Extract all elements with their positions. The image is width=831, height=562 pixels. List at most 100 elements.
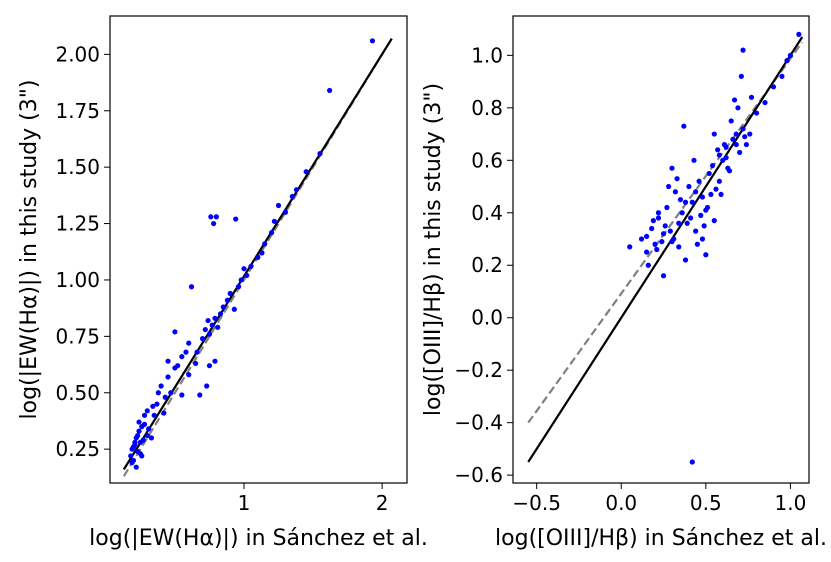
ew-halpha-data-point: [141, 421, 148, 427]
ew-halpha-data-point: [172, 329, 178, 335]
oiii-hbeta-data-point: [725, 165, 731, 171]
oiii-hbeta-data-point: [723, 155, 729, 161]
oiii-hbeta-data-point: [733, 131, 739, 137]
ew-halpha-data-point: [241, 266, 247, 272]
ew-halpha-data-point: [206, 363, 213, 369]
oiii-hbeta-data-point: [660, 231, 667, 237]
oiii-hbeta-data-point: [686, 183, 692, 190]
oiii-hbeta-data-point: [679, 210, 685, 216]
oiii-hbeta-data-point: [654, 246, 660, 253]
oiii-hbeta-data-point: [682, 199, 689, 205]
ew-halpha-data-point: [161, 410, 167, 416]
ew-halpha-data-point: [255, 254, 261, 260]
oiii-hbeta-panel: −0.5 0.0 0.5 1.0 −0.6 −0.4 −0.2 0.0 0.2 0.4 0.6 0.8…: [421, 15, 827, 551]
ew-halpha-ticks: 1 2 0.25 0.50 0.75 1.00 1.25 1.50 1.75 2.00: [55, 42, 388, 515]
ew-halpha-data-point: [233, 216, 239, 222]
oiii-hbeta-y-tick-label: 0.6: [471, 148, 503, 172]
oiii-hbeta-data-point: [733, 141, 739, 148]
ew-halpha-data-point: [231, 306, 237, 312]
oiii-hbeta-data-point: [645, 262, 651, 268]
oiii-hbeta-data-point: [735, 105, 741, 111]
ew-halpha-data-point: [186, 372, 192, 378]
oiii-hbeta-data-point: [753, 110, 760, 116]
oiii-hbeta-data-point: [737, 149, 743, 156]
oiii-hbeta-data-point: [644, 249, 650, 255]
oiii-hbeta-data-point: [708, 191, 714, 198]
oiii-hbeta-data-point: [667, 228, 673, 234]
ew-halpha-plot-area: [109, 15, 408, 484]
ew-halpha-y-tick-label: 1.75: [55, 99, 100, 123]
ew-halpha-data-point: [165, 374, 171, 380]
oiii-hbeta-reference-lines: [527, 36, 804, 463]
oiii-hbeta-data-point: [711, 218, 717, 224]
ew-halpha-data-point: [235, 284, 242, 290]
oiii-hbeta-data-point: [693, 189, 699, 195]
ew-halpha-data-point: [162, 394, 168, 400]
ew-halpha-y-tick-label: 1.50: [55, 155, 100, 179]
oiii-hbeta-data-point: [672, 189, 678, 195]
ew-halpha-data-point: [155, 390, 161, 396]
oiii-hbeta-data-point: [652, 241, 658, 247]
ew-halpha-data-point: [212, 358, 218, 364]
oiii-hbeta-data-point: [664, 204, 670, 211]
ew-halpha-data-point: [282, 209, 289, 215]
oiii-hbeta-data-point: [627, 244, 633, 250]
oiii-hbeta-y-tick-label: 0.0: [471, 306, 503, 330]
ew-halpha-data-point: [211, 220, 217, 227]
ew-halpha-data-point: [369, 38, 376, 44]
ew-halpha-data-point: [194, 349, 200, 355]
ew-halpha-data-point: [165, 358, 171, 364]
ew-halpha-data-point: [289, 193, 295, 200]
ew-halpha-data-point: [197, 392, 203, 398]
ew-halpha-data-point: [215, 324, 221, 330]
oiii-hbeta-data-point: [674, 176, 680, 182]
oiii-hbeta-data-point: [649, 225, 655, 232]
oiii-hbeta-x-tick-label: −0.5: [512, 491, 561, 515]
oiii-hbeta-data-point: [676, 244, 682, 250]
oiii-hbeta-data-point: [689, 459, 695, 465]
ew-halpha-y-axis-label: log(|EW(Hα)|) in this study (3"): [17, 80, 42, 420]
oiii-hbeta-data-point: [691, 157, 697, 163]
ew-halpha-data-point: [168, 390, 174, 396]
oiii-hbeta-data-point: [644, 233, 650, 239]
oiii-hbeta-data-point: [671, 236, 677, 242]
ew-halpha-data-point: [129, 460, 135, 466]
ew-halpha-data-point: [133, 464, 139, 470]
oiii-hbeta-x-tick-label: 1.0: [774, 491, 806, 515]
ew-halpha-data-point: [303, 169, 309, 175]
oiii-hbeta-x-axis-label: log([OIII]/Hβ) in Sánchez et al.: [495, 526, 827, 551]
oiii-hbeta-data-point: [638, 236, 645, 242]
ew-halpha-data-point: [217, 311, 224, 317]
oiii-hbeta-data-point: [693, 228, 699, 234]
ew-halpha-data-point: [175, 363, 181, 369]
ew-halpha-data-point: [205, 317, 211, 324]
ew-halpha-data-point: [206, 331, 213, 337]
ew-halpha-data-point: [144, 408, 150, 414]
ew-halpha-y-tick-label: 1.25: [55, 212, 100, 236]
ew-halpha-data-point: [262, 241, 268, 247]
oiii-hbeta-data-point: [706, 170, 712, 177]
oiii-hbeta-data-point: [743, 141, 750, 148]
oiii-hbeta-fit-line: [527, 36, 804, 463]
ew-halpha-data-point: [248, 263, 254, 270]
oiii-hbeta-data-point: [716, 178, 722, 184]
oiii-hbeta-data-point: [728, 118, 734, 124]
ew-halpha-y-tick-label: 0.50: [55, 381, 100, 405]
ew-halpha-data-point: [183, 349, 189, 355]
oiii-hbeta-data-point: [655, 215, 662, 221]
ew-halpha-data-point: [188, 284, 195, 290]
ew-halpha-data-point: [179, 392, 185, 398]
oiii-hbeta-x-tick-label: 0.0: [605, 491, 637, 515]
ew-halpha-data-point: [132, 439, 138, 445]
oiii-hbeta-data-point: [694, 241, 700, 247]
oiii-hbeta-data-point: [718, 191, 724, 198]
ew-halpha-data-point: [141, 412, 148, 418]
oiii-hbeta-data-point: [779, 73, 785, 79]
ew-halpha-data-point: [128, 453, 134, 459]
ew-halpha-data-point: [144, 433, 150, 439]
ew-halpha-data-point: [199, 336, 206, 342]
ew-halpha-data-point: [146, 426, 152, 432]
oiii-hbeta-data-point: [688, 215, 694, 221]
ew-halpha-data-point: [140, 437, 146, 443]
oiii-hbeta-data-point: [676, 220, 682, 226]
